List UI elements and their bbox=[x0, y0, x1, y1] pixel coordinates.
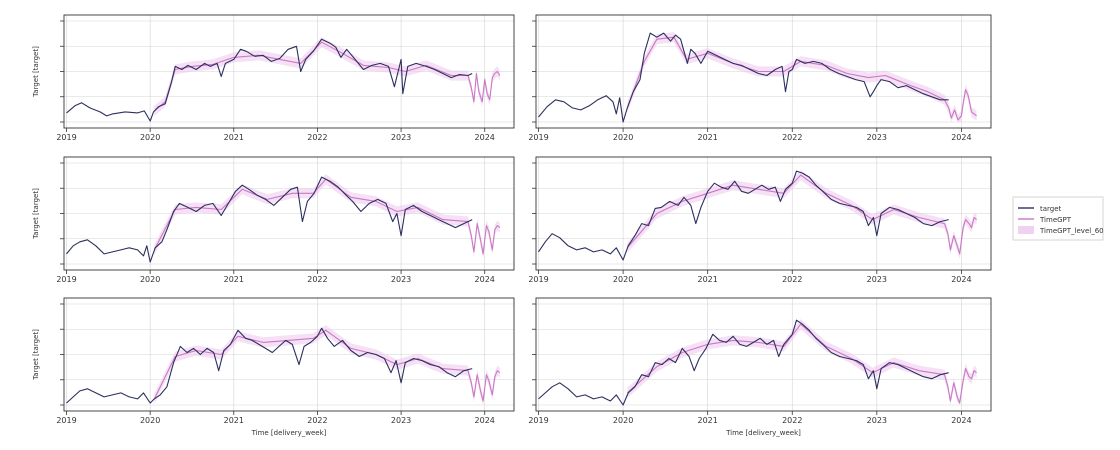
series-band-timegpt-level-60 bbox=[154, 174, 500, 259]
x-tick-label: 2022 bbox=[782, 275, 802, 284]
y-axis-label: Target [target] bbox=[32, 188, 40, 240]
x-tick-label: 2024 bbox=[951, 133, 971, 142]
x-tick-label: 2022 bbox=[782, 133, 802, 142]
legend-label-timegpt: TimeGPT bbox=[1039, 216, 1072, 224]
y-axis-label: Target [target] bbox=[32, 329, 40, 381]
x-tick-label: 2022 bbox=[307, 416, 327, 425]
x-tick-label: 2020 bbox=[613, 416, 633, 425]
x-tick-label: 2020 bbox=[140, 416, 160, 425]
x-tick-label: 2022 bbox=[307, 275, 327, 284]
plot-frame bbox=[63, 156, 515, 271]
series-line-target bbox=[538, 319, 949, 406]
x-tick-label: 2021 bbox=[698, 275, 718, 284]
series-line-timegpt bbox=[153, 41, 501, 112]
plot-frame bbox=[535, 156, 992, 271]
x-tick-label: 2023 bbox=[867, 133, 887, 142]
x-tick-label: 2020 bbox=[613, 133, 633, 142]
x-tick-label: 2024 bbox=[475, 416, 495, 425]
x-tick-label: 2019 bbox=[56, 275, 76, 284]
series-band-timegpt-level-60 bbox=[627, 170, 977, 259]
plot-frame bbox=[535, 14, 992, 129]
x-tick-label: 2022 bbox=[307, 133, 327, 142]
panel-row3-col1: 2019 2020 2021 2022 2023 2024 Target [target] T… bbox=[32, 297, 515, 437]
plot-frame bbox=[63, 297, 515, 412]
x-tick-label: 2024 bbox=[475, 275, 495, 284]
panel-row2-col2: 2019 2020 2021 2022 2023 2024 bbox=[528, 156, 992, 284]
series-line-timegpt bbox=[153, 178, 501, 255]
x-tick-label: 2024 bbox=[951, 275, 971, 284]
series-line-timegpt bbox=[626, 174, 977, 255]
x-tick-label: 2021 bbox=[698, 416, 718, 425]
x-tick-label: 2023 bbox=[867, 275, 887, 284]
x-tick-label: 2023 bbox=[867, 416, 887, 425]
x-tick-label: 2019 bbox=[528, 416, 548, 425]
plot-frame bbox=[535, 297, 992, 412]
x-axis-label: Time [delivery_week] bbox=[251, 429, 327, 437]
panel-row3-col2: 2019 2020 2021 2022 2023 2024 Time [delivery_w… bbox=[528, 297, 992, 437]
series-line-timegpt bbox=[153, 329, 501, 402]
legend-label-band: TimeGPT_level_60 bbox=[1039, 227, 1104, 235]
legend-label-target: target bbox=[1040, 205, 1062, 213]
x-tick-label: 2019 bbox=[528, 133, 548, 142]
series-line-target bbox=[66, 38, 473, 122]
x-tick-label: 2019 bbox=[56, 133, 76, 142]
x-tick-label: 2020 bbox=[140, 133, 160, 142]
panel-row1-col1: 2019 2020 2021 2022 2023 2024 Target [target] bbox=[32, 14, 515, 142]
x-tick-label: 2021 bbox=[224, 416, 244, 425]
series-line-target bbox=[66, 327, 473, 404]
x-tick-label: 2023 bbox=[391, 416, 411, 425]
series-line-target bbox=[538, 170, 949, 261]
x-tick-label: 2021 bbox=[224, 275, 244, 284]
x-axis-label: Time [delivery_week] bbox=[725, 429, 801, 437]
panel-row1-col2: 2019 2020 2021 2022 2023 2024 bbox=[528, 14, 992, 142]
x-tick-label: 2023 bbox=[391, 275, 411, 284]
series-line-target bbox=[538, 32, 949, 123]
series-band-timegpt-level-60 bbox=[627, 319, 977, 405]
y-axis-label: Target [target] bbox=[32, 46, 40, 98]
x-tick-label: 2023 bbox=[391, 133, 411, 142]
x-tick-label: 2021 bbox=[224, 133, 244, 142]
x-tick-label: 2022 bbox=[782, 416, 802, 425]
series-line-timegpt bbox=[626, 323, 977, 404]
legend: target TimeGPT TimeGPT_level_60 bbox=[1012, 196, 1104, 241]
panel-row2-col1: 2019 2020 2021 2022 2023 2024 Target [target] bbox=[32, 156, 515, 284]
plot-frame bbox=[63, 14, 515, 129]
series-line-target bbox=[66, 176, 473, 263]
x-tick-label: 2020 bbox=[613, 275, 633, 284]
x-tick-label: 2024 bbox=[475, 133, 495, 142]
x-tick-label: 2024 bbox=[951, 416, 971, 425]
x-tick-label: 2019 bbox=[528, 275, 548, 284]
x-tick-label: 2020 bbox=[140, 275, 160, 284]
x-tick-label: 2019 bbox=[56, 416, 76, 425]
x-tick-label: 2021 bbox=[698, 133, 718, 142]
legend-swatch-band bbox=[1018, 226, 1034, 234]
